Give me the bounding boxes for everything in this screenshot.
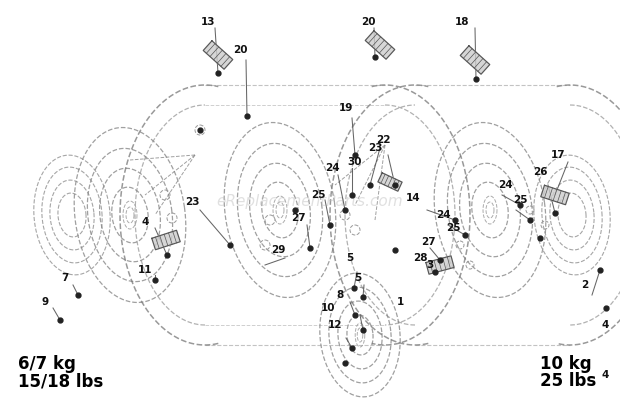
Polygon shape [152, 230, 180, 250]
Text: 4: 4 [601, 320, 609, 330]
Text: 18: 18 [454, 17, 469, 27]
Text: 9: 9 [42, 297, 48, 307]
Text: 8: 8 [337, 290, 343, 300]
Text: 12: 12 [328, 320, 342, 330]
Text: 11: 11 [138, 265, 153, 275]
Text: 23: 23 [368, 143, 383, 153]
Text: 28: 28 [413, 253, 427, 263]
Text: 2: 2 [582, 280, 588, 290]
Text: 5: 5 [347, 253, 353, 263]
Text: 6/7 kg: 6/7 kg [18, 355, 76, 373]
Text: 17: 17 [551, 150, 565, 160]
Text: 29: 29 [271, 245, 285, 255]
Text: 10: 10 [321, 303, 335, 313]
Text: 27: 27 [291, 213, 305, 223]
Text: 4: 4 [141, 217, 149, 227]
Text: 25: 25 [311, 190, 326, 200]
Text: 25 lbs: 25 lbs [540, 372, 596, 390]
Polygon shape [426, 256, 454, 274]
Text: 20: 20 [232, 45, 247, 55]
Polygon shape [460, 46, 490, 74]
Text: 24: 24 [436, 210, 450, 220]
Text: 20: 20 [361, 17, 375, 27]
Text: 5: 5 [355, 273, 361, 283]
Polygon shape [365, 31, 395, 59]
Text: 25: 25 [446, 223, 460, 233]
Text: eReplacementParts.com: eReplacementParts.com [216, 194, 404, 209]
Text: 1: 1 [396, 297, 404, 307]
Text: 4: 4 [601, 370, 609, 380]
Text: 15/18 lbs: 15/18 lbs [18, 372, 104, 390]
Text: 23: 23 [185, 197, 199, 207]
Text: 19: 19 [339, 103, 353, 113]
Text: 13: 13 [201, 17, 215, 27]
Text: 10 kg: 10 kg [540, 355, 591, 373]
Text: 14: 14 [405, 193, 420, 203]
Text: 24: 24 [498, 180, 512, 190]
Text: 7: 7 [61, 273, 69, 283]
Text: 27: 27 [421, 237, 435, 247]
Text: 24: 24 [325, 163, 339, 173]
Polygon shape [541, 185, 569, 205]
Polygon shape [203, 41, 232, 69]
Polygon shape [378, 173, 402, 191]
Text: 30: 30 [348, 157, 362, 167]
Text: 25: 25 [513, 195, 527, 205]
Text: 3: 3 [427, 260, 433, 270]
Text: 26: 26 [533, 167, 547, 177]
Text: 22: 22 [376, 135, 390, 145]
